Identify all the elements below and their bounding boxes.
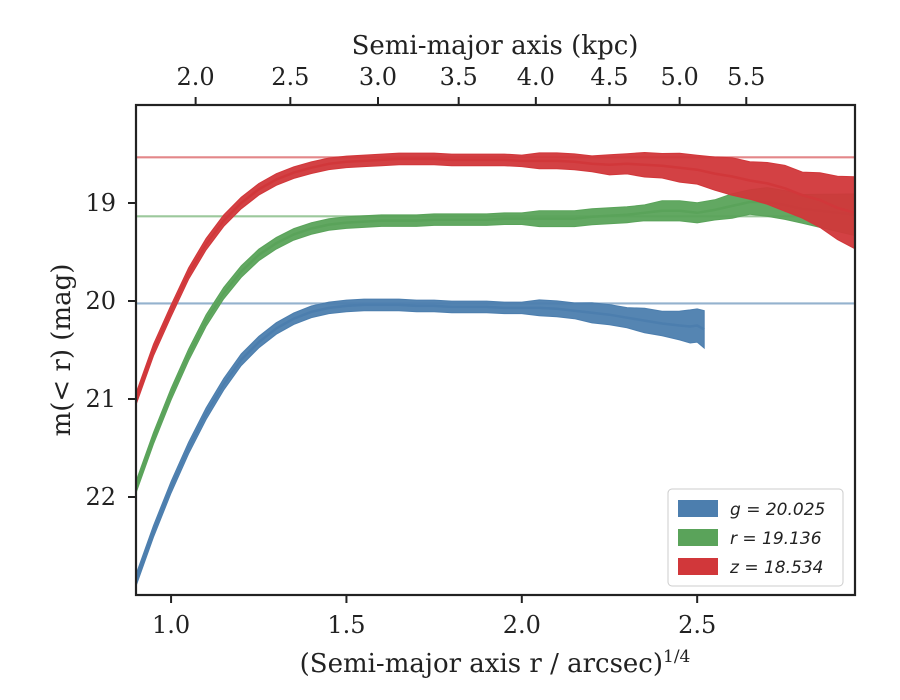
top-x-axis-title: Semi-major axis (kpc) — [352, 31, 639, 61]
top-x-tick-label: 3.0 — [359, 63, 397, 91]
line-z — [136, 157, 855, 400]
y-axis-title: m(< r) (mag) — [47, 264, 77, 437]
x-tick-label: 2.0 — [503, 611, 541, 639]
x-tick-label: 2.5 — [678, 611, 716, 639]
legend-swatch-z — [678, 558, 718, 575]
y-tick-label: 22 — [85, 483, 116, 511]
top-x-tick-label: 5.5 — [727, 63, 765, 91]
plot-area — [136, 151, 855, 587]
top-x-tick-label: 2.5 — [271, 63, 309, 91]
band-g — [136, 298, 705, 587]
band-z — [136, 151, 855, 405]
y-tick-label: 19 — [85, 189, 116, 217]
line-r — [136, 200, 855, 488]
top-x-tick-label: 5.0 — [661, 63, 699, 91]
y-tick-label: 21 — [85, 385, 116, 413]
top-x-tick-label: 3.5 — [440, 63, 478, 91]
legend-label-r: r = 19.136 — [730, 529, 822, 549]
legend-label-g: g = 20.025 — [730, 500, 825, 520]
band-r — [136, 187, 855, 494]
series-group — [136, 151, 855, 587]
legend-swatch-g — [678, 500, 718, 517]
top-x-tick-label: 4.0 — [517, 63, 555, 91]
legend: g = 20.025 r = 19.136 z = 18.534 — [667, 488, 844, 587]
axes: 1.0 1.5 2.0 2.5 19 20 21 22 2.0 2.5 3.0 3.5 4.0 4.5 5.… — [85, 63, 765, 639]
legend-swatch-r — [678, 529, 718, 546]
y-tick-label: 20 — [85, 287, 116, 315]
top-x-tick-label: 4.5 — [590, 63, 628, 91]
line-g — [136, 303, 705, 581]
top-x-tick-label: 2.0 — [177, 63, 215, 91]
x-tick-label: 1.5 — [327, 611, 365, 639]
legend-label-z: z = 18.534 — [729, 558, 823, 578]
plot-frame — [134, 103, 857, 597]
x-tick-label: 1.0 — [152, 611, 190, 639]
x-axis-title: (Semi-major axis r / arcsec)1/4 — [300, 647, 691, 679]
